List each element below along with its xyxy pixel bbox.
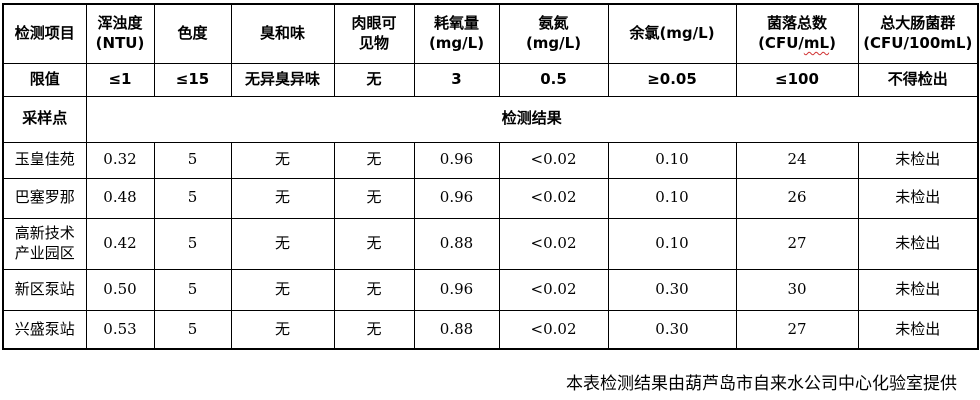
- col-header-color: 色度: [153, 3, 232, 64]
- col-header-odor-taste: 臭和味: [230, 3, 335, 64]
- cell-color: 5: [153, 141, 232, 179]
- colony-count-unit-prefix: (CFU/: [758, 33, 804, 52]
- limit-total-coliform: 不得检出: [857, 62, 979, 97]
- limit-odor-taste: 无异臭异味: [230, 62, 335, 97]
- cell-total-coliform: 未检出: [857, 217, 979, 270]
- cell-ammonia: <0.02: [498, 309, 609, 350]
- limit-ammonia: 0.5: [498, 62, 609, 97]
- cell-turbidity: 0.32: [85, 141, 155, 179]
- cell-odor-taste: 无: [230, 309, 335, 350]
- footer-attribution: 本表检测结果由葫芦岛市自来水公司中心化验室提供: [566, 374, 957, 394]
- cell-visible-matter: 无: [333, 309, 415, 350]
- limit-residual-chlorine: ≥0.05: [607, 62, 737, 97]
- col-header-colony-count: 菌落总数 (CFU/mL): [735, 3, 859, 64]
- cell-ammonia: <0.02: [498, 268, 609, 311]
- colony-count-unit-spellcheck: mL: [803, 33, 830, 52]
- cell-visible-matter: 无: [333, 268, 415, 311]
- table-row-xingsheng-pump-station: 兴盛泵站 0.53 5 无 无 0.88 <0.02 0.30 27 未检出: [2, 309, 979, 350]
- cell-oxygen-consumption: 0.96: [413, 268, 500, 311]
- cell-turbidity: 0.48: [85, 177, 155, 219]
- cell-color: 5: [153, 217, 232, 270]
- cell-color: 5: [153, 309, 232, 350]
- cell-oxygen-consumption: 0.96: [413, 141, 500, 179]
- cell-color: 5: [153, 268, 232, 311]
- table-row-basailuona: 巴塞罗那 0.48 5 无 无 0.96 <0.02 0.10 26 未检出: [2, 177, 979, 219]
- cell-colony-count: 27: [735, 309, 859, 350]
- sample-point-name: 兴盛泵站: [2, 309, 87, 350]
- sample-point-name: 高新技术 产业园区: [2, 217, 87, 270]
- cell-visible-matter: 无: [333, 177, 415, 219]
- cell-residual-chlorine: 0.10: [607, 217, 737, 270]
- water-quality-table: 检测项目 浑浊度 (NTU) 色度 臭和味 肉眼可 见物 耗氧量 (mg/L) …: [2, 3, 979, 350]
- cell-total-coliform: 未检出: [857, 309, 979, 350]
- cell-colony-count: 24: [735, 141, 859, 179]
- col-header-total-coliform: 总大肠菌群 (CFU/100mL): [857, 3, 979, 64]
- col-header-oxygen-consumption: 耗氧量 (mg/L): [413, 3, 500, 64]
- limit-row-label: 限值: [2, 62, 87, 97]
- cell-colony-count: 26: [735, 177, 859, 219]
- cell-oxygen-consumption: 0.96: [413, 177, 500, 219]
- cell-colony-count: 27: [735, 217, 859, 270]
- sample-point-name: 新区泵站: [2, 268, 87, 311]
- col-header-visible-matter: 肉眼可 见物: [333, 3, 415, 64]
- cell-visible-matter: 无: [333, 217, 415, 270]
- cell-turbidity: 0.50: [85, 268, 155, 311]
- cell-oxygen-consumption: 0.88: [413, 309, 500, 350]
- limit-visible-matter: 无: [333, 62, 415, 97]
- cell-odor-taste: 无: [230, 177, 335, 219]
- cell-ammonia: <0.02: [498, 217, 609, 270]
- cell-odor-taste: 无: [230, 268, 335, 311]
- cell-turbidity: 0.42: [85, 217, 155, 270]
- limit-oxygen-consumption: 3: [413, 62, 500, 97]
- test-result-merged-header: 检测结果: [85, 95, 979, 143]
- limit-turbidity: ≤1: [85, 62, 155, 97]
- cell-colony-count: 30: [735, 268, 859, 311]
- cell-ammonia: <0.02: [498, 141, 609, 179]
- cell-turbidity: 0.53: [85, 309, 155, 350]
- cell-total-coliform: 未检出: [857, 177, 979, 219]
- cell-residual-chlorine: 0.30: [607, 309, 737, 350]
- colony-count-line1: 菌落总数: [766, 14, 827, 33]
- table-row-xinqu-pump-station: 新区泵站 0.50 5 无 无 0.96 <0.02 0.30 30 未检出: [2, 268, 979, 311]
- limit-color: ≤15: [153, 62, 232, 97]
- limit-colony-count: ≤100: [735, 62, 859, 97]
- cell-odor-taste: 无: [230, 217, 335, 270]
- cell-color: 5: [153, 177, 232, 219]
- col-header-turbidity: 浑浊度 (NTU): [85, 3, 155, 64]
- sampling-point-row: 采样点 检测结果: [2, 95, 979, 143]
- cell-visible-matter: 无: [333, 141, 415, 179]
- sample-point-name: 玉皇佳苑: [2, 141, 87, 179]
- cell-residual-chlorine: 0.10: [607, 177, 737, 219]
- col-header-test-item: 检测项目: [2, 3, 87, 64]
- cell-ammonia: <0.02: [498, 177, 609, 219]
- col-header-ammonia: 氨氮 (mg/L): [498, 3, 609, 64]
- table-row-gaoxin-park: 高新技术 产业园区 0.42 5 无 无 0.88 <0.02 0.10 27 …: [2, 217, 979, 270]
- colony-count-unit-suffix: ): [829, 33, 836, 52]
- col-header-residual-chlorine: 余氯(mg/L): [607, 3, 737, 64]
- cell-residual-chlorine: 0.10: [607, 141, 737, 179]
- cell-oxygen-consumption: 0.88: [413, 217, 500, 270]
- cell-total-coliform: 未检出: [857, 141, 979, 179]
- cell-odor-taste: 无: [230, 141, 335, 179]
- sample-point-name: 巴塞罗那: [2, 177, 87, 219]
- limit-row: 限值 ≤1 ≤15 无异臭异味 无 3 0.5 ≥0.05 ≤100 不得检出: [2, 62, 979, 97]
- header-row: 检测项目 浑浊度 (NTU) 色度 臭和味 肉眼可 见物 耗氧量 (mg/L) …: [2, 3, 979, 64]
- sampling-point-label: 采样点: [2, 95, 87, 143]
- cell-total-coliform: 未检出: [857, 268, 979, 311]
- cell-residual-chlorine: 0.30: [607, 268, 737, 311]
- table-row-yuhuangjiayuan: 玉皇佳苑 0.32 5 无 无 0.96 <0.02 0.10 24 未检出: [2, 141, 979, 179]
